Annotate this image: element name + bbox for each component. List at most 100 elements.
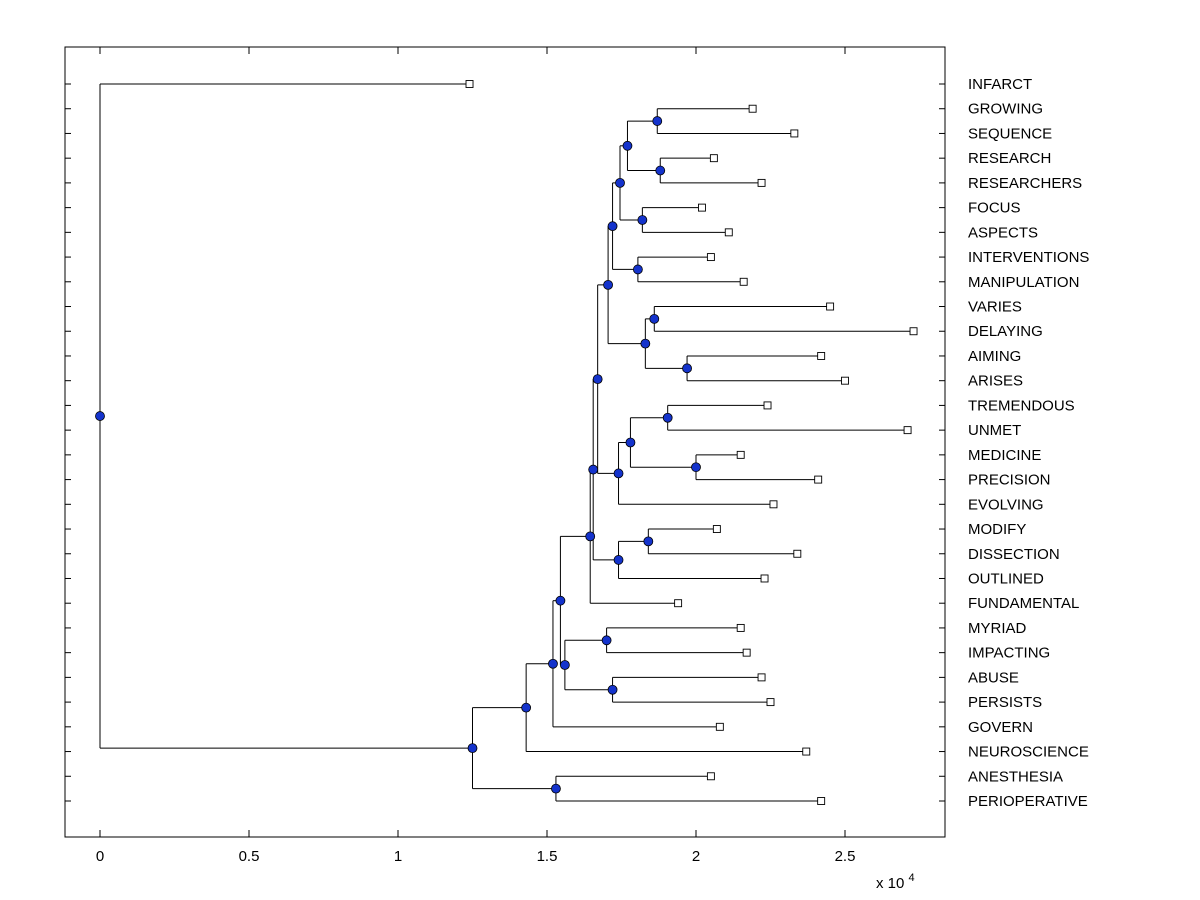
leaf-marker xyxy=(757,673,766,682)
leaf-marker xyxy=(674,599,683,608)
leaf-label: DELAYING xyxy=(968,323,1043,340)
leaf-marker xyxy=(757,178,766,187)
x-tick-label: 1.5 xyxy=(537,848,558,865)
leaf-label: EVOLVING xyxy=(968,496,1044,513)
axes-box xyxy=(64,46,946,838)
leaf-label: INTERVENTIONS xyxy=(968,249,1089,266)
leaf-marker xyxy=(802,747,811,756)
branch-node-marker xyxy=(588,464,599,475)
leaf-marker xyxy=(706,772,715,781)
leaf-marker xyxy=(712,525,721,533)
leaf-marker xyxy=(709,154,718,163)
branch-node-marker xyxy=(691,462,701,473)
x-tick-label: 2.5 xyxy=(835,848,856,865)
branch-node-marker xyxy=(615,177,625,188)
leaf-label: PRECISION xyxy=(968,472,1051,489)
leaf-label: ANESTHESIA xyxy=(968,768,1063,785)
leaf-label: MEDICINE xyxy=(968,447,1041,464)
leaf-marker xyxy=(748,104,757,113)
leaf-label: VARIES xyxy=(968,299,1022,316)
leaf-marker xyxy=(760,574,769,583)
leaf-label: GROWING xyxy=(968,101,1043,118)
leaf-label: RESEARCH xyxy=(968,150,1051,167)
leaf-marker xyxy=(817,352,826,360)
leaf-marker xyxy=(736,623,745,632)
leaf-label: ARISES xyxy=(968,373,1023,390)
leaf-marker xyxy=(465,80,474,88)
leaf-label: OUTLINED xyxy=(968,570,1044,587)
leaf-marker xyxy=(739,277,748,286)
x-axis-exponent-superscript: 4 xyxy=(909,872,915,884)
branch-node-marker xyxy=(585,531,596,542)
leaf-marker xyxy=(736,450,745,459)
leaf-label: PERIOPERATIVE xyxy=(968,793,1088,810)
branch-node-marker xyxy=(601,635,612,646)
leaf-marker xyxy=(793,549,802,558)
leaf-marker xyxy=(698,203,706,212)
branch-node-marker xyxy=(603,279,613,290)
leaf-marker xyxy=(724,228,733,237)
leaf-marker xyxy=(715,722,724,731)
leaf-marker xyxy=(909,327,918,336)
branch-node-marker xyxy=(607,221,618,232)
leaf-label: INFARCT xyxy=(968,76,1032,93)
leaf-label: MANIPULATION xyxy=(968,274,1079,291)
branch-node-marker xyxy=(632,264,643,275)
branch-node-marker xyxy=(551,783,561,794)
branch-node-marker xyxy=(592,374,603,385)
branch-node-marker xyxy=(662,412,673,423)
leaf-marker xyxy=(766,698,775,707)
leaf-label: NEUROSCIENCE xyxy=(968,744,1089,761)
x-tick-label: 2 xyxy=(692,848,700,865)
leaf-label: SEQUENCE xyxy=(968,125,1052,142)
leaf-label: AIMING xyxy=(968,348,1021,365)
branch-node-marker xyxy=(643,536,654,547)
branch-node-marker xyxy=(607,684,618,695)
leaf-marker xyxy=(826,302,835,311)
branch-node-marker xyxy=(637,215,648,225)
branch-node-marker xyxy=(625,437,636,448)
leaf-label: GOVERN xyxy=(968,719,1033,736)
leaf-label: DISSECTION xyxy=(968,546,1060,563)
branch-node-marker xyxy=(622,140,633,151)
leaf-label: UNMET xyxy=(968,422,1021,439)
branch-node-marker xyxy=(521,702,532,713)
leaf-label: FOCUS xyxy=(968,200,1021,217)
x-tick-label: 0.5 xyxy=(239,848,260,865)
leaf-label: PERSISTS xyxy=(968,694,1042,711)
leaf-marker xyxy=(763,401,772,410)
branch-node-marker xyxy=(559,660,570,670)
leaf-marker xyxy=(790,129,799,138)
x-axis-exponent-label: x 10 4 xyxy=(876,872,915,892)
x-tick-label: 1 xyxy=(394,848,402,865)
branch-node-marker xyxy=(649,313,660,324)
branch-node-marker xyxy=(640,338,651,349)
leaf-marker xyxy=(841,376,849,385)
branch-node-marker xyxy=(682,363,692,374)
leaf-marker xyxy=(769,500,778,509)
leaf-label: FUNDAMENTAL xyxy=(968,595,1079,612)
leaf-label: TREMENDOUS xyxy=(968,397,1075,414)
branch-node-marker xyxy=(555,595,566,606)
branch-node-marker xyxy=(613,468,624,479)
leaf-marker xyxy=(817,797,826,805)
leaf-marker xyxy=(814,475,823,484)
leaf-marker xyxy=(706,253,715,262)
leaf-marker xyxy=(742,648,751,657)
branch-node-marker xyxy=(95,411,105,421)
leaf-label: ASPECTS xyxy=(968,224,1038,241)
leaf-label: ABUSE xyxy=(968,669,1019,686)
leaf-label: RESEARCHERS xyxy=(968,175,1082,192)
branch-node-marker xyxy=(613,555,624,565)
leaf-label: IMPACTING xyxy=(968,645,1050,662)
branch-node-marker xyxy=(467,743,478,754)
x-tick-label: 0 xyxy=(96,848,104,865)
leaf-marker xyxy=(903,426,912,435)
branch-node-marker xyxy=(652,116,663,126)
leaf-label: MYRIAD xyxy=(968,620,1027,637)
leaf-label: MODIFY xyxy=(968,521,1026,538)
branch-node-marker xyxy=(655,165,666,176)
branch-node-marker xyxy=(548,658,558,669)
